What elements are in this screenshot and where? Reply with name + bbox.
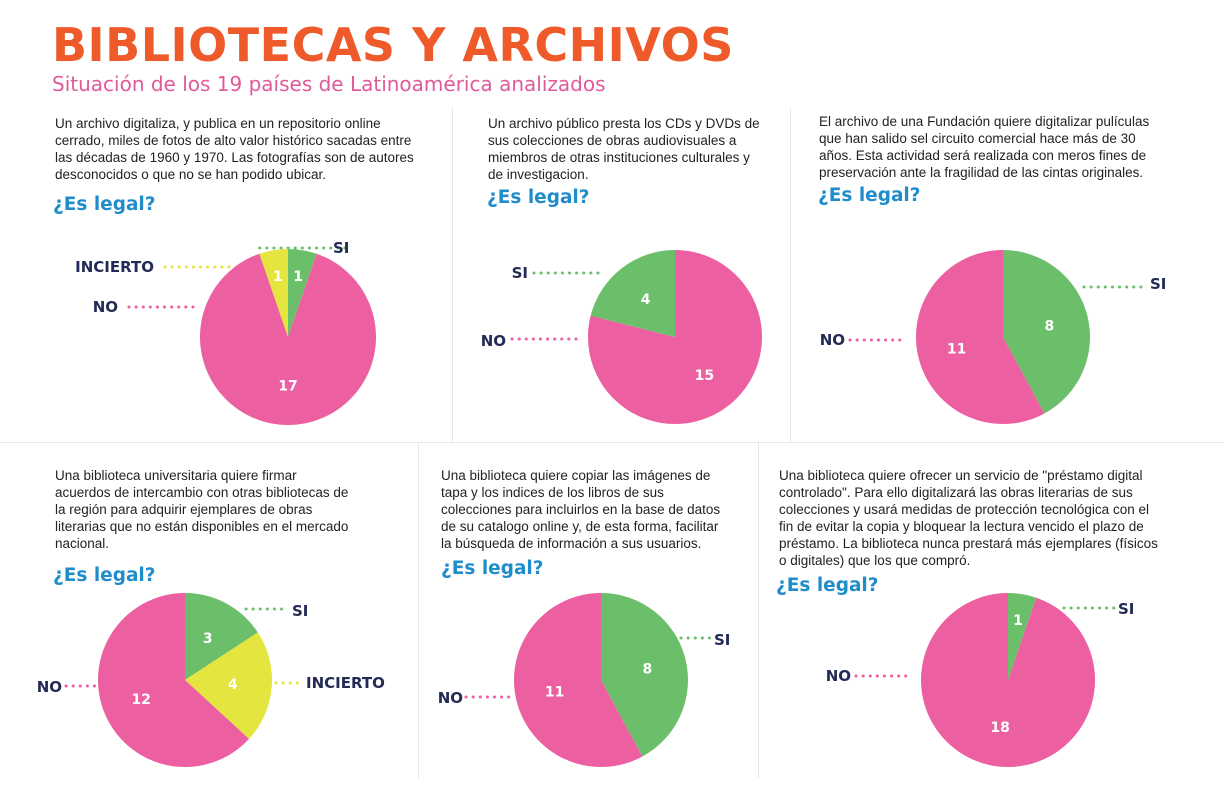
pie-slice-incierto xyxy=(259,249,288,337)
desc-line: desconocidos o que no se han podido ubic… xyxy=(55,167,326,182)
pie-slice-no xyxy=(587,250,762,424)
desc-line: que han salido sel circuito comercial ha… xyxy=(819,131,1136,146)
category-label-si: SI xyxy=(333,239,349,257)
divider-top-1 xyxy=(452,108,453,442)
desc-line: preservación ante la fragilidad de las c… xyxy=(819,165,1144,180)
panel-1-description: Un archivo digitaliza, y publica en un r… xyxy=(55,115,414,183)
category-label-si: SI xyxy=(1150,275,1166,293)
pie-slice-no xyxy=(921,593,1096,767)
desc-line: de investigacion. xyxy=(488,167,589,182)
page-subtitle: Situación de los 19 países de Latinoamér… xyxy=(52,72,606,96)
panel-6-description: Una biblioteca quiere ofrecer un servici… xyxy=(779,467,1158,569)
pie-slice-si xyxy=(288,249,317,337)
slice-value-label: 1 xyxy=(273,269,283,285)
desc-line: la región para adquirir ejemplares de ob… xyxy=(55,502,313,517)
desc-line: o digitales) que los que compró. xyxy=(779,553,971,568)
divider-top-2 xyxy=(790,108,791,442)
slice-value-label: 4 xyxy=(641,292,651,308)
panel-4-description: Una biblioteca universitaria quiere firm… xyxy=(55,467,348,552)
desc-line: sus colecciones de obras audiovisuales a xyxy=(488,133,737,148)
desc-line: literarias que no están disponibles en e… xyxy=(55,519,349,534)
desc-line: controlado". Para ello digitalizará las … xyxy=(779,485,1133,500)
slice-value-label: 8 xyxy=(1045,318,1055,334)
slice-value-label: 8 xyxy=(643,661,653,677)
panel-1-question: ¿Es legal? xyxy=(53,194,156,215)
pie-slice-incierto xyxy=(185,632,272,739)
slice-value-label: 11 xyxy=(947,342,966,358)
category-label-no: NO xyxy=(826,667,851,685)
desc-line: años. Esta actividad será realizada con … xyxy=(819,148,1147,163)
pie-slice-si xyxy=(601,593,688,757)
desc-line: colecciones y usará medidas de protecció… xyxy=(779,502,1149,517)
pie-chart-5: 8 SI 11 NO xyxy=(438,593,730,767)
slice-value-label: 12 xyxy=(131,692,150,708)
divider-horizontal xyxy=(0,442,1224,443)
desc-line: la búsqueda de información a sus usuario… xyxy=(441,536,702,551)
category-label-no: NO xyxy=(438,689,463,707)
desc-line: Una biblioteca quiere copiar las imágene… xyxy=(441,468,711,483)
category-label-no: NO xyxy=(93,298,118,316)
desc-line: miembros de otras instituciones cultural… xyxy=(488,150,750,165)
pie-slice-si xyxy=(1008,593,1037,680)
pie-chart-4: 3 SI 4 INCIERTO 12 NO xyxy=(37,593,385,768)
panel-5-question: ¿Es legal? xyxy=(441,558,544,579)
desc-line: de su catalogo online y, de esta forma, … xyxy=(441,519,719,534)
pie-slice-no xyxy=(915,250,1045,425)
slice-value-label: 15 xyxy=(695,368,714,384)
desc-line: nacional. xyxy=(55,536,110,551)
divider-bottom-2 xyxy=(758,443,759,778)
pie-slice-no xyxy=(200,253,377,426)
pie-slice-no xyxy=(513,593,643,767)
desc-line: Un archivo público presta los CDs y DVDs… xyxy=(488,116,760,131)
desc-line: El archivo de una Fundación quiere digit… xyxy=(819,114,1150,129)
slice-value-label: 17 xyxy=(278,378,297,394)
desc-line: colecciones para incluirlos en la base d… xyxy=(441,502,721,517)
divider-bottom-1 xyxy=(418,443,419,778)
pie-slice-si xyxy=(590,250,675,337)
panel-5-description: Una biblioteca quiere copiar las imágene… xyxy=(441,467,720,552)
pie-slice-si xyxy=(185,593,258,680)
category-label-incierto: INCIERTO xyxy=(75,258,154,276)
pie-slice-si xyxy=(1003,250,1090,414)
desc-line: Una biblioteca quiere ofrecer un servici… xyxy=(779,468,1143,483)
desc-line: tapa y los indices de los libros de sus xyxy=(441,485,664,500)
desc-line: préstamo. La biblioteca nunca prestará m… xyxy=(779,536,1158,551)
page-title: BIBLIOTECAS Y ARCHIVOS xyxy=(52,18,734,72)
pie-chart-2: 15 NO 4 SI xyxy=(481,250,762,424)
slice-value-label: 4 xyxy=(228,677,238,693)
category-label-incierto: INCIERTO xyxy=(306,674,385,692)
category-label-no: NO xyxy=(37,678,62,696)
slice-value-label: 1 xyxy=(293,269,303,285)
panel-2-question: ¿Es legal? xyxy=(487,187,590,208)
slice-value-label: 3 xyxy=(203,631,213,647)
pie-slice-no xyxy=(97,593,250,768)
panel-4-question: ¿Es legal? xyxy=(53,565,156,586)
panel-3-question: ¿Es legal? xyxy=(818,185,921,206)
slice-value-label: 1 xyxy=(1013,613,1023,629)
desc-line: cerrado, miles de fotos de alto valor hi… xyxy=(55,133,412,148)
category-label-si: SI xyxy=(292,602,308,620)
panel-3-description: El archivo de una Fundación quiere digit… xyxy=(819,113,1149,181)
pie-chart-6: 1 SI 18 NO xyxy=(826,593,1134,767)
desc-line: Una biblioteca universitaria quiere firm… xyxy=(55,468,297,483)
slice-value-label: 18 xyxy=(990,720,1009,736)
pie-chart-1: 1 SI 17 NO 1 INCIERTO xyxy=(75,239,377,426)
desc-line: fin de evitar la copia y bloquear la lec… xyxy=(779,519,1144,534)
slice-value-label: 11 xyxy=(545,685,564,701)
panel-6-question: ¿Es legal? xyxy=(776,575,879,596)
desc-line: acuerdos de intercambio con otras biblio… xyxy=(55,485,349,500)
category-label-no: NO xyxy=(481,332,506,350)
category-label-si: SI xyxy=(714,631,730,649)
category-label-si: SI xyxy=(1118,600,1134,618)
desc-line: Un archivo digitaliza, y publica en un r… xyxy=(55,116,381,131)
pie-chart-3: 8 SI 11 NO xyxy=(820,250,1166,425)
panel-2-description: Un archivo público presta los CDs y DVDs… xyxy=(488,115,760,183)
category-label-no: NO xyxy=(820,331,845,349)
category-label-si: SI xyxy=(512,264,528,282)
desc-line: las décadas de 1960 y 1970. Las fotograf… xyxy=(55,150,414,165)
